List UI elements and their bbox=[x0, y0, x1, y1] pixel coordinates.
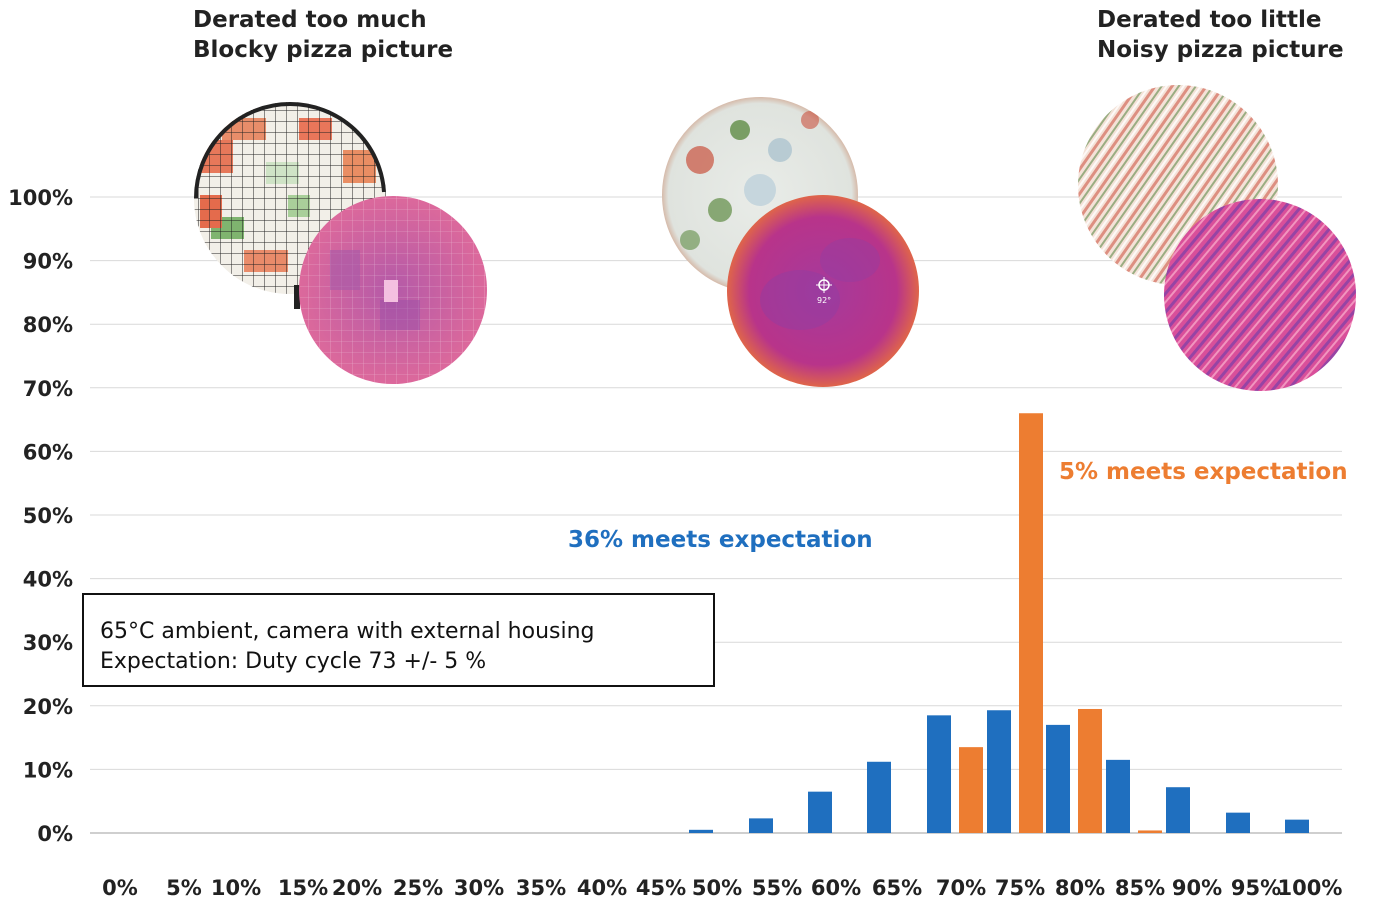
header-right-line2: Noisy pizza picture bbox=[1097, 37, 1344, 63]
orange-bar bbox=[1019, 413, 1043, 833]
header-left-line2: Blocky pizza picture bbox=[193, 37, 454, 63]
x-tick-label: 70% bbox=[936, 876, 986, 900]
orange-bar bbox=[1078, 708, 1102, 833]
x-tick-label: 90% bbox=[1172, 876, 1222, 900]
y-tick-label: 20% bbox=[23, 695, 73, 719]
x-tick-label: 85% bbox=[1115, 876, 1165, 900]
y-tick-label: 0% bbox=[37, 822, 73, 846]
header-left: Derated too much Blocky pizza picture bbox=[193, 5, 453, 65]
x-tick-label: 50% bbox=[692, 876, 742, 900]
blue-bar bbox=[1285, 819, 1309, 833]
y-tick-label: 100% bbox=[8, 186, 73, 210]
blue-series-note: 36% meets expectation bbox=[568, 527, 873, 553]
x-tick-label: 0% bbox=[102, 876, 138, 900]
y-tick-label: 30% bbox=[23, 631, 73, 655]
noisy-thermal-image bbox=[1164, 199, 1356, 391]
header-right: Derated too little Noisy pizza picture bbox=[1097, 5, 1344, 65]
blue-bar bbox=[689, 829, 713, 833]
x-tick-label: 75% bbox=[995, 876, 1045, 900]
blue-bar bbox=[1166, 787, 1190, 833]
svg-text:92°: 92° bbox=[817, 296, 831, 305]
orange-bar bbox=[1138, 830, 1162, 833]
blue-bar bbox=[987, 710, 1011, 833]
y-tick-label: 10% bbox=[23, 758, 73, 782]
x-tick-label: 80% bbox=[1055, 876, 1105, 900]
x-tick-label: 65% bbox=[872, 876, 922, 900]
x-tick-label: 30% bbox=[454, 876, 504, 900]
y-tick-label: 60% bbox=[23, 440, 73, 464]
y-tick-label: 40% bbox=[23, 568, 73, 592]
info-box: 65°C ambient, camera with external housi… bbox=[82, 593, 715, 687]
x-tick-label: 15% bbox=[278, 876, 328, 900]
normal-thermal-image: 92° bbox=[727, 195, 919, 387]
blue-bar bbox=[867, 761, 891, 833]
y-tick-label: 50% bbox=[23, 504, 73, 528]
blue-bar bbox=[1226, 812, 1250, 833]
info-box-line2: Expectation: Duty cycle 73 +/- 5 % bbox=[100, 649, 487, 674]
x-tick-label: 25% bbox=[393, 876, 443, 900]
blue-bar bbox=[749, 818, 773, 833]
x-tick-label: 40% bbox=[577, 876, 627, 900]
x-tick-label: 45% bbox=[636, 876, 686, 900]
blue-bar bbox=[808, 791, 832, 833]
x-tick-label: 95% bbox=[1231, 876, 1281, 900]
x-tick-label: 20% bbox=[332, 876, 382, 900]
x-tick-label: 10% bbox=[211, 876, 261, 900]
orange-series-note: 5% meets expectation bbox=[1059, 459, 1348, 485]
x-tick-label: 55% bbox=[752, 876, 802, 900]
y-axis: 0% 10% 20% 30% 40% 50% 60% 70% 80% 90% 100% bbox=[8, 186, 73, 846]
x-tick-label: 60% bbox=[811, 876, 861, 900]
x-tick-label: 100% bbox=[1278, 876, 1343, 900]
info-box-line1: 65°C ambient, camera with external housi… bbox=[100, 619, 595, 644]
x-tick-label: 5% bbox=[166, 876, 202, 900]
blue-bar bbox=[1106, 759, 1130, 833]
y-tick-label: 70% bbox=[23, 377, 73, 401]
blue-bar bbox=[927, 715, 951, 833]
x-axis: 0% 5% 10% 15% 20% 25% 30% 35% 40% 45% 50% 55% 60% 65%… bbox=[102, 876, 1342, 900]
blue-bar bbox=[1046, 724, 1070, 833]
header-right-line1: Derated too little bbox=[1097, 7, 1322, 33]
blocky-thermal-image bbox=[294, 196, 487, 384]
header-left-line1: Derated too much bbox=[193, 7, 427, 33]
x-tick-label: 35% bbox=[516, 876, 566, 900]
bars bbox=[689, 413, 1309, 833]
y-tick-label: 90% bbox=[23, 250, 73, 274]
y-tick-label: 80% bbox=[23, 313, 73, 337]
orange-bar bbox=[959, 747, 983, 833]
